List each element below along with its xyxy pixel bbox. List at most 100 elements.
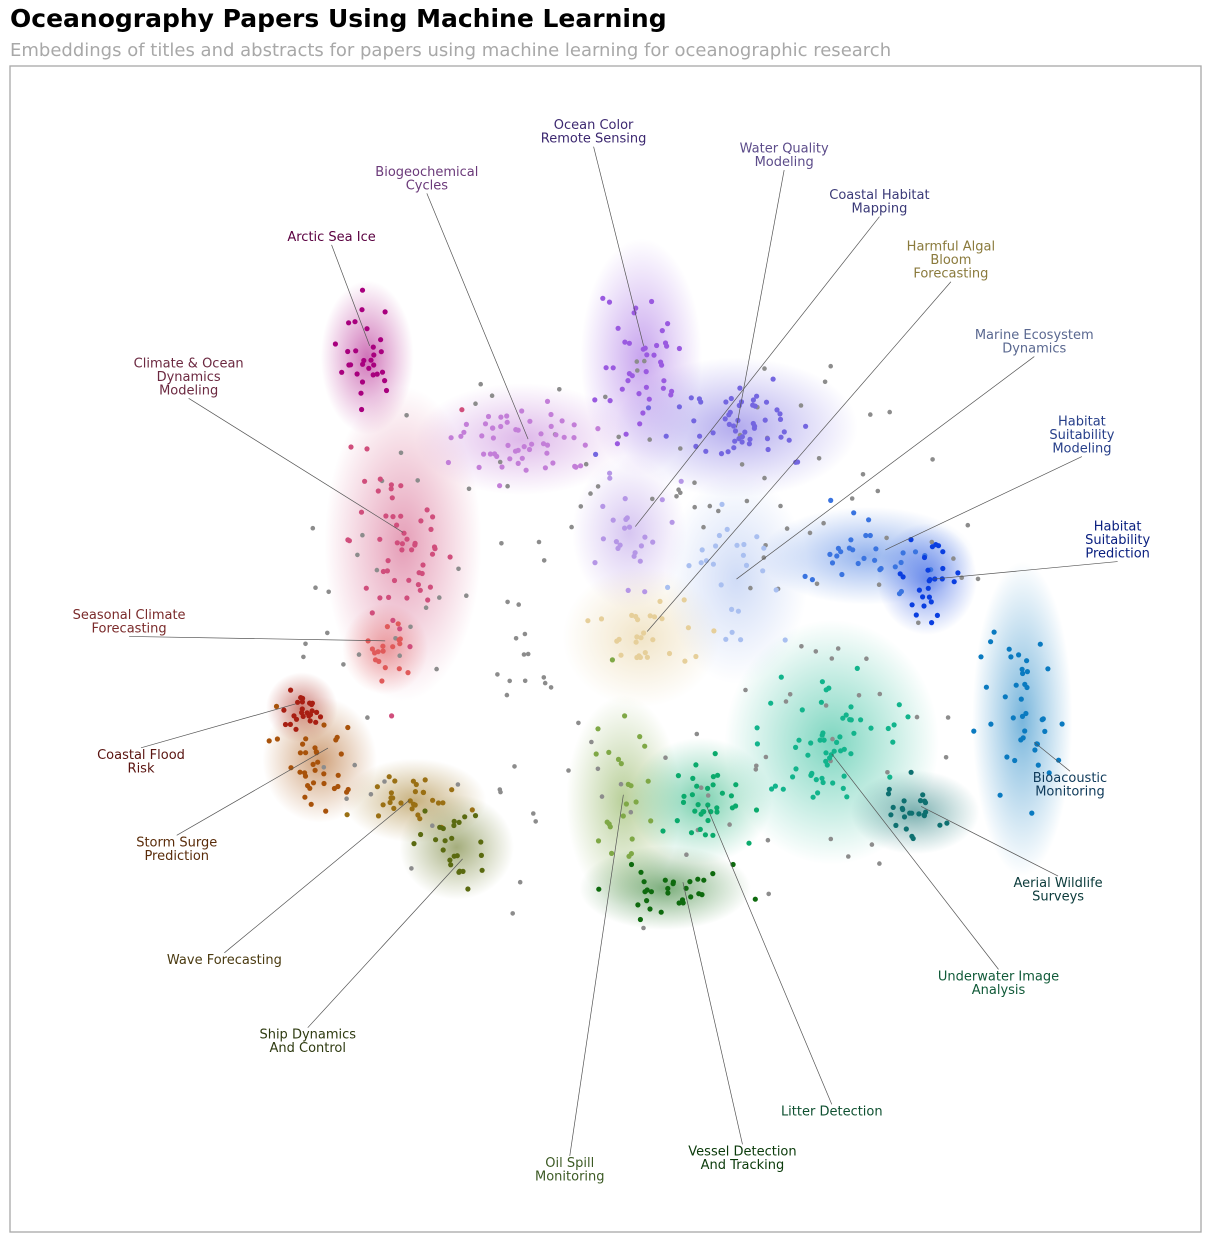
point-biogeochemical-cycles [544,450,550,456]
outlier-point [497,459,503,465]
point-ocean-color-remote-sensing [626,371,633,377]
cluster-label-line: And Tracking [701,1158,785,1173]
point-coastal-habitat-mapping [622,496,628,502]
point-wave-forecasting [449,787,455,793]
point-water-quality-modeling [781,429,787,435]
point-bioacoustic-monitoring [1016,652,1022,658]
point-arctic-sea-ice [339,369,345,375]
point-bioacoustic-monitoring [983,684,990,690]
point-underwater-image-analysis [820,779,826,786]
point-oil-spill-monitoring [622,713,628,719]
point-ship-dynamics-and-control [460,868,466,875]
point-aerial-wildlife-surveys [886,786,892,792]
point-biogeochemical-cycles [492,451,498,457]
point-climate-and-ocean-dynamics-modeling [398,483,404,489]
outlier-point [368,792,374,797]
point-litter-detection [695,802,701,808]
cluster-label-storm-surge-prediction: Storm Surge Prediction [136,835,217,864]
point-climate-and-ocean-dynamics-modeling [407,644,413,650]
point-ship-dynamics-and-control [456,819,462,826]
point-aerial-wildlife-surveys [921,813,928,819]
point-arctic-sea-ice [378,349,384,355]
point-aerial-wildlife-surveys [901,814,908,820]
point-climate-and-ocean-dynamics-modeling [447,554,453,560]
point-climate-and-ocean-dynamics-modeling [398,513,404,519]
outlier-point [473,401,478,407]
point-oil-spill-monitoring [633,799,639,805]
outlier-point [828,363,833,369]
cluster-label-vessel-detection-and-tracking: Vessel Detection And Tracking [688,1144,796,1173]
outlier-point [787,692,793,697]
point-ship-dynamics-and-control [418,831,424,838]
point-bioacoustic-monitoring [1035,762,1041,768]
leader-line-climate-and-ocean-dynamics-modeling [188,398,404,533]
point-ship-dynamics-and-control [448,862,454,868]
point-wave-forecasting [435,800,442,806]
point-ocean-color-remote-sensing [614,441,621,447]
leader-line-water-quality-modeling [736,169,785,428]
point-arctic-sea-ice [345,348,351,355]
point-habitat-suitability-prediction [926,578,932,584]
cluster-label-arctic-sea-ice: Arctic Sea Ice [287,230,375,245]
point-water-quality-modeling [764,436,771,442]
outlier-point [943,755,949,760]
point-wave-forecasting [430,797,436,803]
point-arctic-sea-ice [364,326,370,332]
leader-line-coastal-flood-risk [140,703,296,749]
point-water-quality-modeling [754,393,760,399]
point-aerial-wildlife-surveys [937,822,943,828]
outlier-point [455,782,461,787]
point-climate-and-ocean-dynamics-modeling [409,547,415,553]
cluster-label-line: And Control [269,1041,346,1056]
point-arctic-sea-ice [332,341,338,347]
outlier-point [548,685,554,690]
outlier-point [583,461,589,467]
cluster-label-line: Marine Ecosystem [975,328,1094,343]
cluster-label-line: Underwater Image [938,969,1059,984]
point-water-quality-modeling [723,399,729,405]
point-climate-and-ocean-dynamics-modeling [388,486,394,492]
cluster-label-line: Analysis [972,983,1026,998]
point-biogeochemical-cycles [540,441,547,447]
point-coastal-habitat-mapping [607,475,613,481]
point-water-quality-modeling [693,443,699,449]
point-water-quality-modeling [725,449,731,455]
point-litter-detection [728,793,735,799]
point-climate-and-ocean-dynamics-modeling [428,526,434,533]
point-habitat-suitability-prediction [897,571,903,577]
outlier-point [739,462,745,467]
point-bioacoustic-monitoring [1019,713,1026,720]
point-water-quality-modeling [732,438,738,444]
point-biogeochemical-cycles [571,435,577,441]
point-ship-dynamics-and-control [411,841,417,847]
outlier-point [374,567,380,573]
outlier-point [456,566,461,572]
outlier-point [635,368,640,373]
cluster-label-line: Aerial Wildlife [1013,876,1102,891]
outlier-point [753,767,759,772]
point-litter-detection [688,830,695,836]
point-underwater-image-analysis [769,786,775,792]
point-habitat-suitability-prediction [921,603,927,609]
point-underwater-image-analysis [868,725,874,731]
outlier-point [589,739,594,745]
point-ship-dynamics-and-control [440,847,446,853]
point-aerial-wildlife-surveys [907,810,913,816]
point-climate-and-ocean-dynamics-modeling [420,562,426,568]
point-ocean-color-remote-sensing [619,386,625,392]
point-bioacoustic-monitoring [1020,670,1026,677]
point-water-quality-modeling [770,376,776,382]
point-harmful-algal-bloom-forecasting [642,650,648,656]
point-underwater-image-analysis [840,715,846,721]
point-wave-forecasting [387,799,393,806]
point-ship-dynamics-and-control [440,825,446,832]
cluster-label-line: Modeling [1052,442,1111,457]
point-wave-forecasting [390,795,396,801]
point-coastal-habitat-mapping [607,470,613,476]
point-climate-and-ocean-dynamics-modeling [358,509,365,515]
outlier-point [830,736,835,742]
point-coastal-habitat-mapping [613,539,620,545]
point-harmful-algal-bloom-forecasting [634,654,640,661]
point-oil-spill-monitoring [618,761,624,767]
point-ocean-color-remote-sensing [636,391,642,397]
